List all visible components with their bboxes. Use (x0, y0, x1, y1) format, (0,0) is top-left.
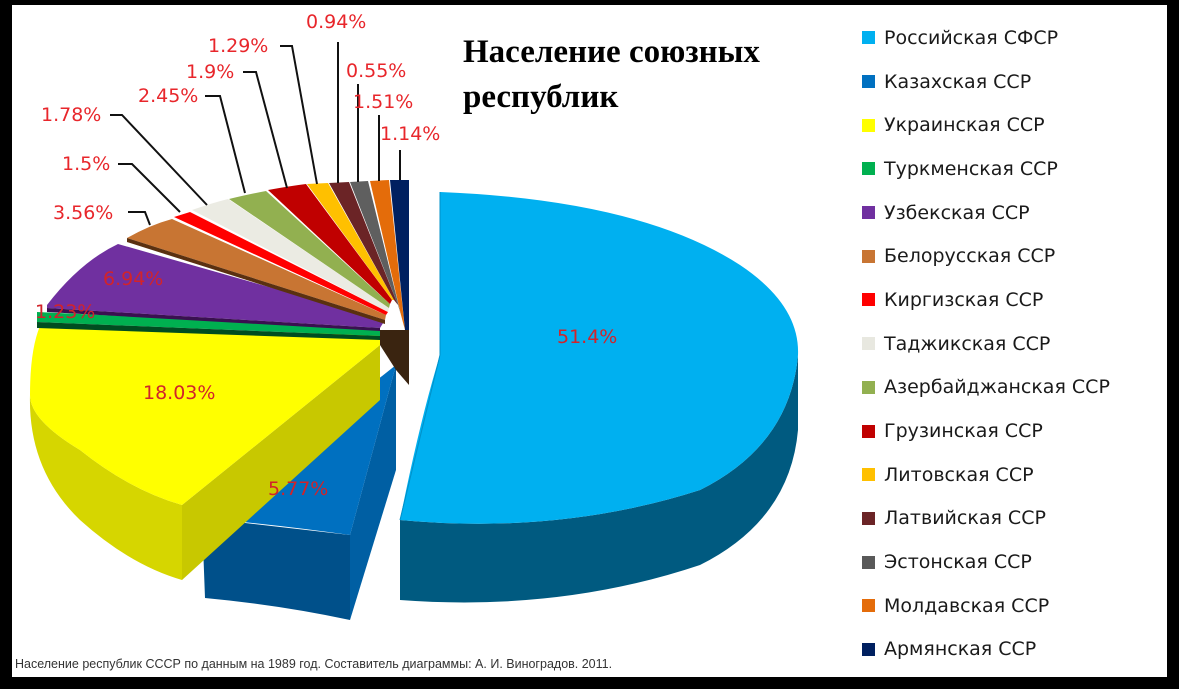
slice-lithuania (307, 183, 394, 300)
label-rsfsr: 51.4% (557, 326, 617, 348)
slice-kyrgyz (174, 212, 388, 315)
label-belarus: 3.56% (53, 202, 113, 224)
slice-estonia (350, 181, 401, 315)
legend-label: Белорусская ССР (884, 245, 1056, 268)
legend-item-moldova: Молдавская ССР (862, 584, 1110, 628)
legend-label: Туркменская ССР (884, 157, 1058, 180)
legend-swatch (862, 206, 875, 220)
legend-label: Российская СФСР (884, 26, 1059, 49)
slice-tajik (192, 199, 389, 312)
legend-label: Армянская ССР (884, 638, 1037, 661)
label-armenia: 1.14% (380, 123, 440, 145)
chart-caption: Население республик СССР по данным на 19… (15, 657, 613, 671)
label-azerbaijan: 2.45% (138, 85, 198, 107)
label-lithuania: 1.29% (208, 35, 268, 57)
legend-swatch (862, 249, 875, 263)
legend-item-uzbek: Узбекская ССР (862, 191, 1110, 235)
legend-label: Азербайджанская ССР (884, 376, 1110, 399)
legend: Российская СФСР Казахская ССР Украинская… (862, 16, 1110, 671)
legend-item-tajik: Таджикская ССР (862, 322, 1110, 366)
legend-item-kazakh: Казахская ССР (862, 60, 1110, 104)
label-moldova: 1.51% (353, 91, 413, 113)
legend-swatch (862, 599, 875, 613)
label-tajik: 1.78% (41, 104, 101, 126)
legend-label: Молдавская ССР (884, 594, 1050, 617)
legend-swatch (862, 31, 875, 45)
legend-label: Латвийская ССР (884, 507, 1046, 530)
slice-rsfsr (399, 192, 799, 603)
legend-label: Украинская ССР (884, 114, 1045, 137)
legend-label: Таджикская ССР (884, 332, 1051, 355)
slice-ukraine (29, 326, 380, 580)
legend-swatch (862, 380, 875, 394)
chart-title: Население союзных республик (463, 30, 760, 120)
legend-item-belarus: Белорусская ССР (862, 234, 1110, 278)
legend-swatch (862, 118, 875, 132)
legend-item-azerbaijan: Азербайджанская ССР (862, 366, 1110, 410)
slice-latvia (329, 182, 398, 305)
legend-item-armenia: Армянская ССР (862, 628, 1110, 672)
slice-turkmen (37, 312, 380, 340)
leader-lines (110, 42, 401, 226)
legend-swatch (862, 642, 875, 656)
legend-item-latvia: Латвийская ССР (862, 497, 1110, 541)
slice-moldova (370, 180, 405, 330)
label-estonia: 0.55% (346, 60, 406, 82)
legend-item-estonia: Эстонская ССР (862, 540, 1110, 584)
legend-item-ukraine: Украинская ССР (862, 103, 1110, 147)
slice-belarus (127, 219, 386, 324)
legend-item-lithuania: Литовская ССР (862, 453, 1110, 497)
legend-swatch (862, 555, 875, 569)
label-kazakh: 5.77% (268, 478, 328, 500)
label-ukraine: 18.03% (143, 382, 215, 404)
legend-label: Грузинская ССР (884, 420, 1043, 443)
chart-title-line2: республик (463, 79, 619, 115)
slice-georgia (268, 184, 392, 304)
slice-azerbaijan (229, 191, 390, 308)
legend-item-kyrgyz: Киргизская ССР (862, 278, 1110, 322)
legend-swatch (862, 337, 875, 351)
inner-wall (380, 330, 409, 385)
legend-swatch (862, 162, 875, 176)
chart-title-line1: Население союзных (463, 34, 760, 70)
legend-item-turkmen: Туркменская ССР (862, 147, 1110, 191)
legend-swatch (862, 293, 875, 307)
legend-swatch (862, 511, 875, 525)
legend-item-rsfsr: Российская СФСР (862, 16, 1110, 60)
slice-armenia (390, 180, 409, 385)
label-georgia: 1.9% (186, 61, 234, 83)
legend-label: Литовская ССР (884, 463, 1034, 486)
label-turkmen: 1.23% (35, 301, 95, 323)
legend-item-georgia: Грузинская ССР (862, 409, 1110, 453)
slice-uzbek (47, 244, 385, 331)
legend-swatch (862, 468, 875, 482)
legend-swatch (862, 424, 875, 438)
legend-label: Узбекская ССР (884, 201, 1030, 224)
label-uzbek: 6.94% (103, 268, 163, 290)
legend-label: Киргизская ССР (884, 288, 1044, 311)
legend-swatch (862, 75, 875, 89)
label-latvia: 0.94% (306, 11, 366, 33)
label-kyrgyz: 1.5% (62, 153, 110, 175)
legend-label: Казахская ССР (884, 70, 1032, 93)
legend-label: Эстонская ССР (884, 551, 1032, 574)
